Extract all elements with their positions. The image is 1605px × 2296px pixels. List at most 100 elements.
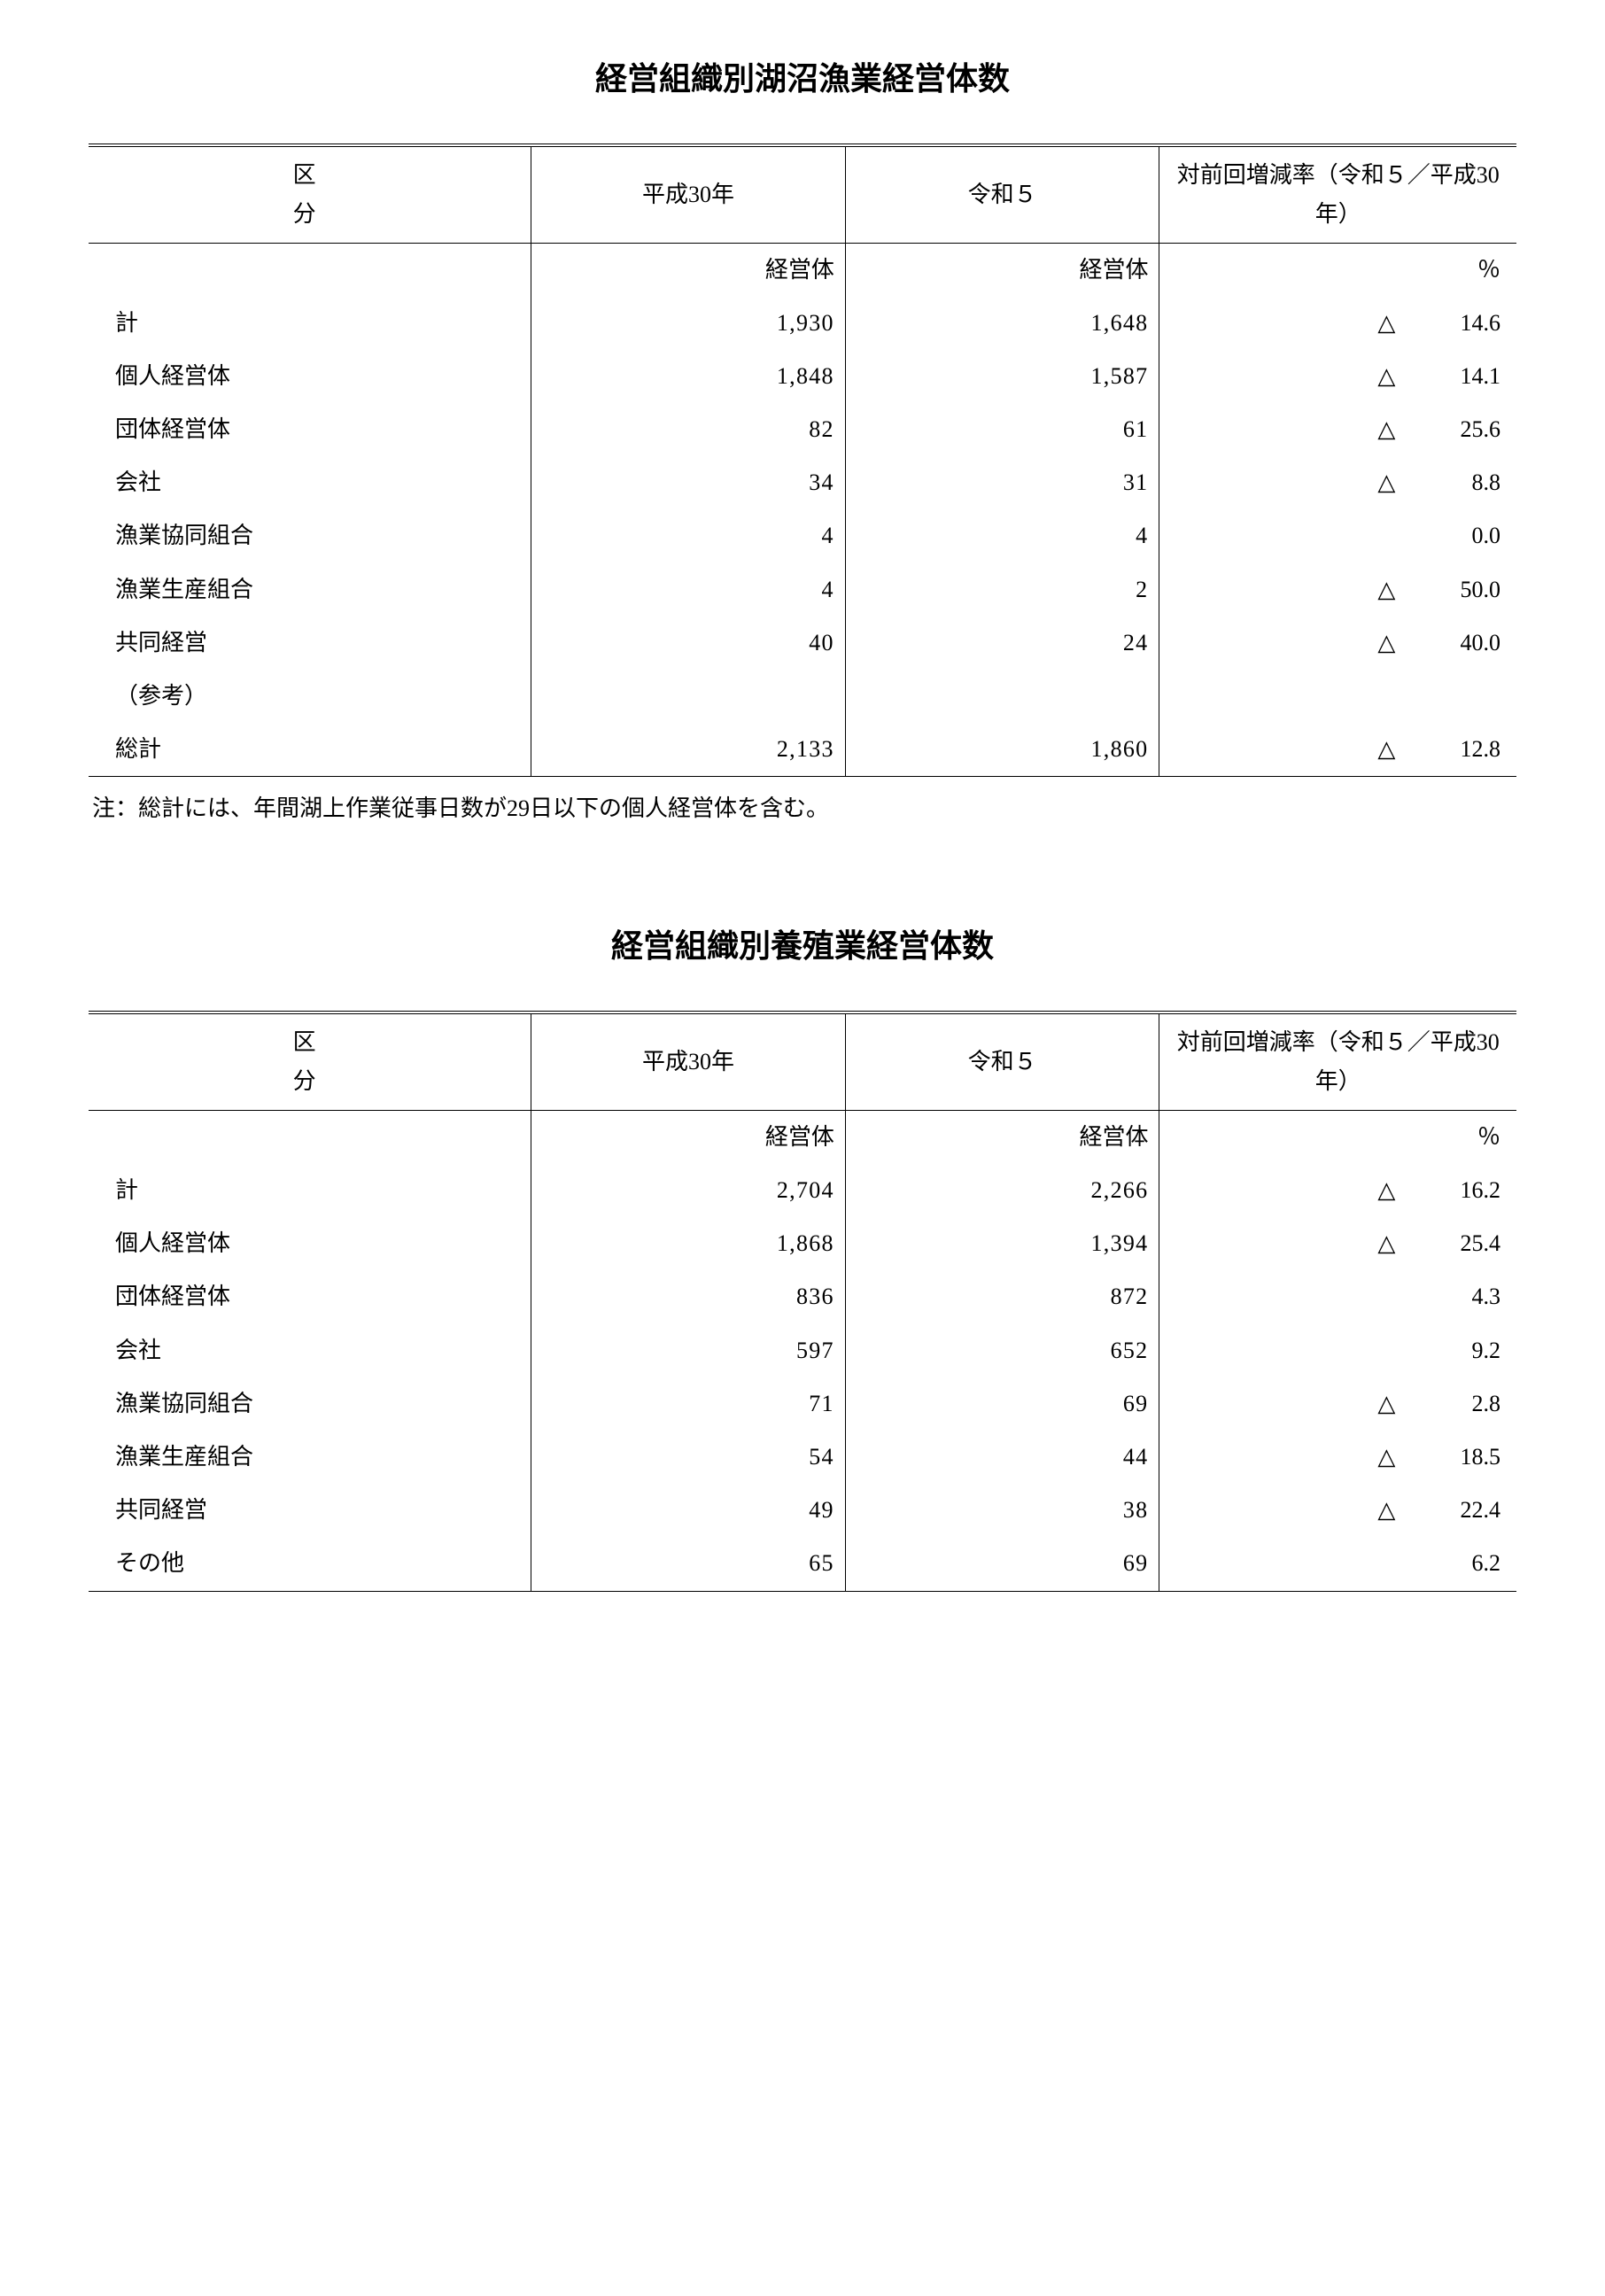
table-row: 漁業生産組合42△50.0 bbox=[89, 563, 1516, 617]
row-label: 団体経営体 bbox=[89, 403, 531, 456]
table1-header-row: 区 分 平成30年 令和５ 対前回増減率（令和５／平成30年） bbox=[89, 145, 1516, 243]
unit-h30: 経営体 bbox=[531, 1110, 846, 1164]
row-label: 漁業生産組合 bbox=[89, 1431, 531, 1484]
row-h30: 82 bbox=[531, 403, 846, 456]
row-change: △2.8 bbox=[1159, 1377, 1516, 1431]
row-h30: 71 bbox=[531, 1377, 846, 1431]
row-label: 共同経営 bbox=[89, 1484, 531, 1537]
row-r5 bbox=[845, 670, 1159, 723]
col-header-category: 区 分 bbox=[89, 1012, 531, 1110]
row-h30: 4 bbox=[531, 563, 846, 617]
unit-r5: 経営体 bbox=[845, 243, 1159, 297]
row-label: 総計 bbox=[89, 723, 531, 777]
table-row: 共同経営4938△22.4 bbox=[89, 1484, 1516, 1537]
table-row: 総計2,1331,860△12.8 bbox=[89, 723, 1516, 777]
row-change: △25.4 bbox=[1159, 1217, 1516, 1270]
table1-note: 注：総計には、年間湖上作業従事日数が29日以下の個人経営体を含む。 bbox=[89, 790, 1516, 823]
table2-header-row: 区 分 平成30年 令和５ 対前回増減率（令和５／平成30年） bbox=[89, 1012, 1516, 1110]
col-header-h30: 平成30年 bbox=[531, 1012, 846, 1110]
table1-container: 区 分 平成30年 令和５ 対前回増減率（令和５／平成30年） 経営体経営体％計… bbox=[89, 144, 1516, 777]
row-h30: 49 bbox=[531, 1484, 846, 1537]
unit-change: ％ bbox=[1159, 243, 1516, 297]
row-h30: 34 bbox=[531, 456, 846, 509]
table-row: 計1,9301,648△14.6 bbox=[89, 297, 1516, 350]
row-label: その他 bbox=[89, 1537, 531, 1591]
row-label: （参考） bbox=[89, 670, 531, 723]
row-r5: 31 bbox=[845, 456, 1159, 509]
table2: 区 分 平成30年 令和５ 対前回増減率（令和５／平成30年） 経営体経営体％計… bbox=[89, 1011, 1516, 1591]
unit-blank bbox=[89, 243, 531, 297]
row-label: 会社 bbox=[89, 1324, 531, 1377]
row-h30: 2,704 bbox=[531, 1164, 846, 1217]
table-row: 個人経営体1,8481,587△14.1 bbox=[89, 350, 1516, 403]
table-row: 会社3431△8.8 bbox=[89, 456, 1516, 509]
row-change: 6.2 bbox=[1159, 1537, 1516, 1591]
row-r5: 1,587 bbox=[845, 350, 1159, 403]
col-header-category: 区 分 bbox=[89, 145, 531, 243]
row-h30: 65 bbox=[531, 1537, 846, 1591]
row-label: 漁業生産組合 bbox=[89, 563, 531, 617]
row-label: 団体経営体 bbox=[89, 1270, 531, 1323]
row-label: 計 bbox=[89, 297, 531, 350]
table1-body: 経営体経営体％計1,9301,648△14.6個人経営体1,8481,587△1… bbox=[89, 243, 1516, 777]
table-row: （参考） bbox=[89, 670, 1516, 723]
unit-change: ％ bbox=[1159, 1110, 1516, 1164]
unit-r5: 経営体 bbox=[845, 1110, 1159, 1164]
table1-title: 経営組織別湖沼漁業経営体数 bbox=[89, 53, 1516, 99]
col-header-change: 対前回増減率（令和５／平成30年） bbox=[1159, 1012, 1516, 1110]
row-h30: 1,930 bbox=[531, 297, 846, 350]
row-h30: 1,868 bbox=[531, 1217, 846, 1270]
table-row: 団体経営体8368724.3 bbox=[89, 1270, 1516, 1323]
row-change: △18.5 bbox=[1159, 1431, 1516, 1484]
row-change bbox=[1159, 670, 1516, 723]
unit-blank bbox=[89, 1110, 531, 1164]
row-r5: 38 bbox=[845, 1484, 1159, 1537]
row-change: △12.8 bbox=[1159, 723, 1516, 777]
row-h30 bbox=[531, 670, 846, 723]
row-r5: 69 bbox=[845, 1537, 1159, 1591]
row-change: △14.6 bbox=[1159, 297, 1516, 350]
row-change: △16.2 bbox=[1159, 1164, 1516, 1217]
table-row: 計2,7042,266△16.2 bbox=[89, 1164, 1516, 1217]
table2-body: 経営体経営体％計2,7042,266△16.2個人経営体1,8681,394△2… bbox=[89, 1110, 1516, 1591]
row-r5: 24 bbox=[845, 617, 1159, 670]
col-header-r5: 令和５ bbox=[845, 1012, 1159, 1110]
row-r5: 61 bbox=[845, 403, 1159, 456]
row-change: △50.0 bbox=[1159, 563, 1516, 617]
row-r5: 1,394 bbox=[845, 1217, 1159, 1270]
row-h30: 836 bbox=[531, 1270, 846, 1323]
row-h30: 4 bbox=[531, 509, 846, 562]
row-r5: 44 bbox=[845, 1431, 1159, 1484]
row-r5: 2,266 bbox=[845, 1164, 1159, 1217]
row-label: 漁業協同組合 bbox=[89, 509, 531, 562]
row-h30: 2,133 bbox=[531, 723, 846, 777]
row-r5: 69 bbox=[845, 1377, 1159, 1431]
unit-h30: 経営体 bbox=[531, 243, 846, 297]
col-header-h30: 平成30年 bbox=[531, 145, 846, 243]
row-r5: 4 bbox=[845, 509, 1159, 562]
table2-title: 経営組織別養殖業経営体数 bbox=[89, 920, 1516, 966]
row-r5: 1,860 bbox=[845, 723, 1159, 777]
row-change: 9.2 bbox=[1159, 1324, 1516, 1377]
row-label: 漁業協同組合 bbox=[89, 1377, 531, 1431]
row-change: △22.4 bbox=[1159, 1484, 1516, 1537]
col-header-change: 対前回増減率（令和５／平成30年） bbox=[1159, 145, 1516, 243]
col-header-r5: 令和５ bbox=[845, 145, 1159, 243]
row-label: 計 bbox=[89, 1164, 531, 1217]
row-label: 個人経営体 bbox=[89, 1217, 531, 1270]
row-label: 個人経営体 bbox=[89, 350, 531, 403]
row-r5: 2 bbox=[845, 563, 1159, 617]
row-r5: 1,648 bbox=[845, 297, 1159, 350]
row-h30: 40 bbox=[531, 617, 846, 670]
row-h30: 597 bbox=[531, 1324, 846, 1377]
table-row: 団体経営体8261△25.6 bbox=[89, 403, 1516, 456]
row-r5: 872 bbox=[845, 1270, 1159, 1323]
row-label: 共同経営 bbox=[89, 617, 531, 670]
table-row: 個人経営体1,8681,394△25.4 bbox=[89, 1217, 1516, 1270]
table-row: その他65696.2 bbox=[89, 1537, 1516, 1591]
table1: 区 分 平成30年 令和５ 対前回増減率（令和５／平成30年） 経営体経営体％計… bbox=[89, 144, 1516, 777]
unit-row: 経営体経営体％ bbox=[89, 243, 1516, 297]
row-change: 4.3 bbox=[1159, 1270, 1516, 1323]
table-row: 漁業協同組合440.0 bbox=[89, 509, 1516, 562]
row-change: △40.0 bbox=[1159, 617, 1516, 670]
